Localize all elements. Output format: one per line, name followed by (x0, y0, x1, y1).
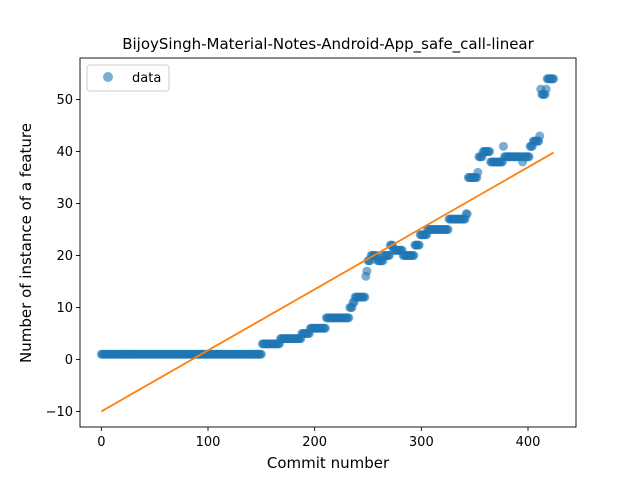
x-tick-label: 100 (196, 435, 221, 450)
x-axis: 0 100 200 300 400 (97, 427, 540, 450)
fit-line (100, 151, 555, 413)
plot-frame (79, 57, 577, 428)
legend-label-data: data (132, 71, 161, 86)
y-tick-label: 20 (56, 249, 73, 264)
y-tick-label: 30 (56, 197, 73, 212)
y-axis-label: Number of instance of a feature (17, 123, 35, 363)
x-tick-label: 300 (409, 435, 434, 450)
legend-box (86, 64, 170, 92)
x-tick-label: 400 (516, 435, 541, 450)
chart-title: BijoySingh-Material-Notes-Android-App_sa… (122, 35, 534, 54)
plot-area (80, 58, 576, 427)
x-tick-label: 200 (302, 435, 327, 450)
data-point (541, 84, 551, 94)
data-point (256, 349, 266, 359)
data-point (344, 313, 354, 323)
y-tick-label: 10 (56, 301, 73, 316)
data-point (360, 292, 370, 302)
data-point (414, 240, 424, 250)
data-point (362, 266, 372, 276)
data-points (96, 74, 559, 359)
y-tick-label: −10 (46, 405, 73, 420)
data-point (485, 147, 495, 157)
legend: data (86, 64, 170, 92)
data-point (473, 167, 483, 177)
data-point (462, 209, 472, 219)
y-tick-label: 50 (56, 93, 73, 108)
x-axis-label: Commit number (267, 454, 390, 472)
y-axis: −10 0 10 20 30 40 50 (46, 93, 80, 420)
x-tick-label: 0 (97, 435, 105, 450)
data-point (535, 131, 545, 141)
data-point (409, 250, 419, 260)
legend-marker (103, 72, 113, 82)
data-point (524, 152, 534, 162)
data-point (498, 141, 508, 151)
y-tick-label: 40 (56, 145, 73, 160)
y-tick-label: 0 (65, 353, 73, 368)
data-point (320, 323, 330, 333)
data-point (443, 225, 453, 235)
data-point (549, 74, 559, 84)
